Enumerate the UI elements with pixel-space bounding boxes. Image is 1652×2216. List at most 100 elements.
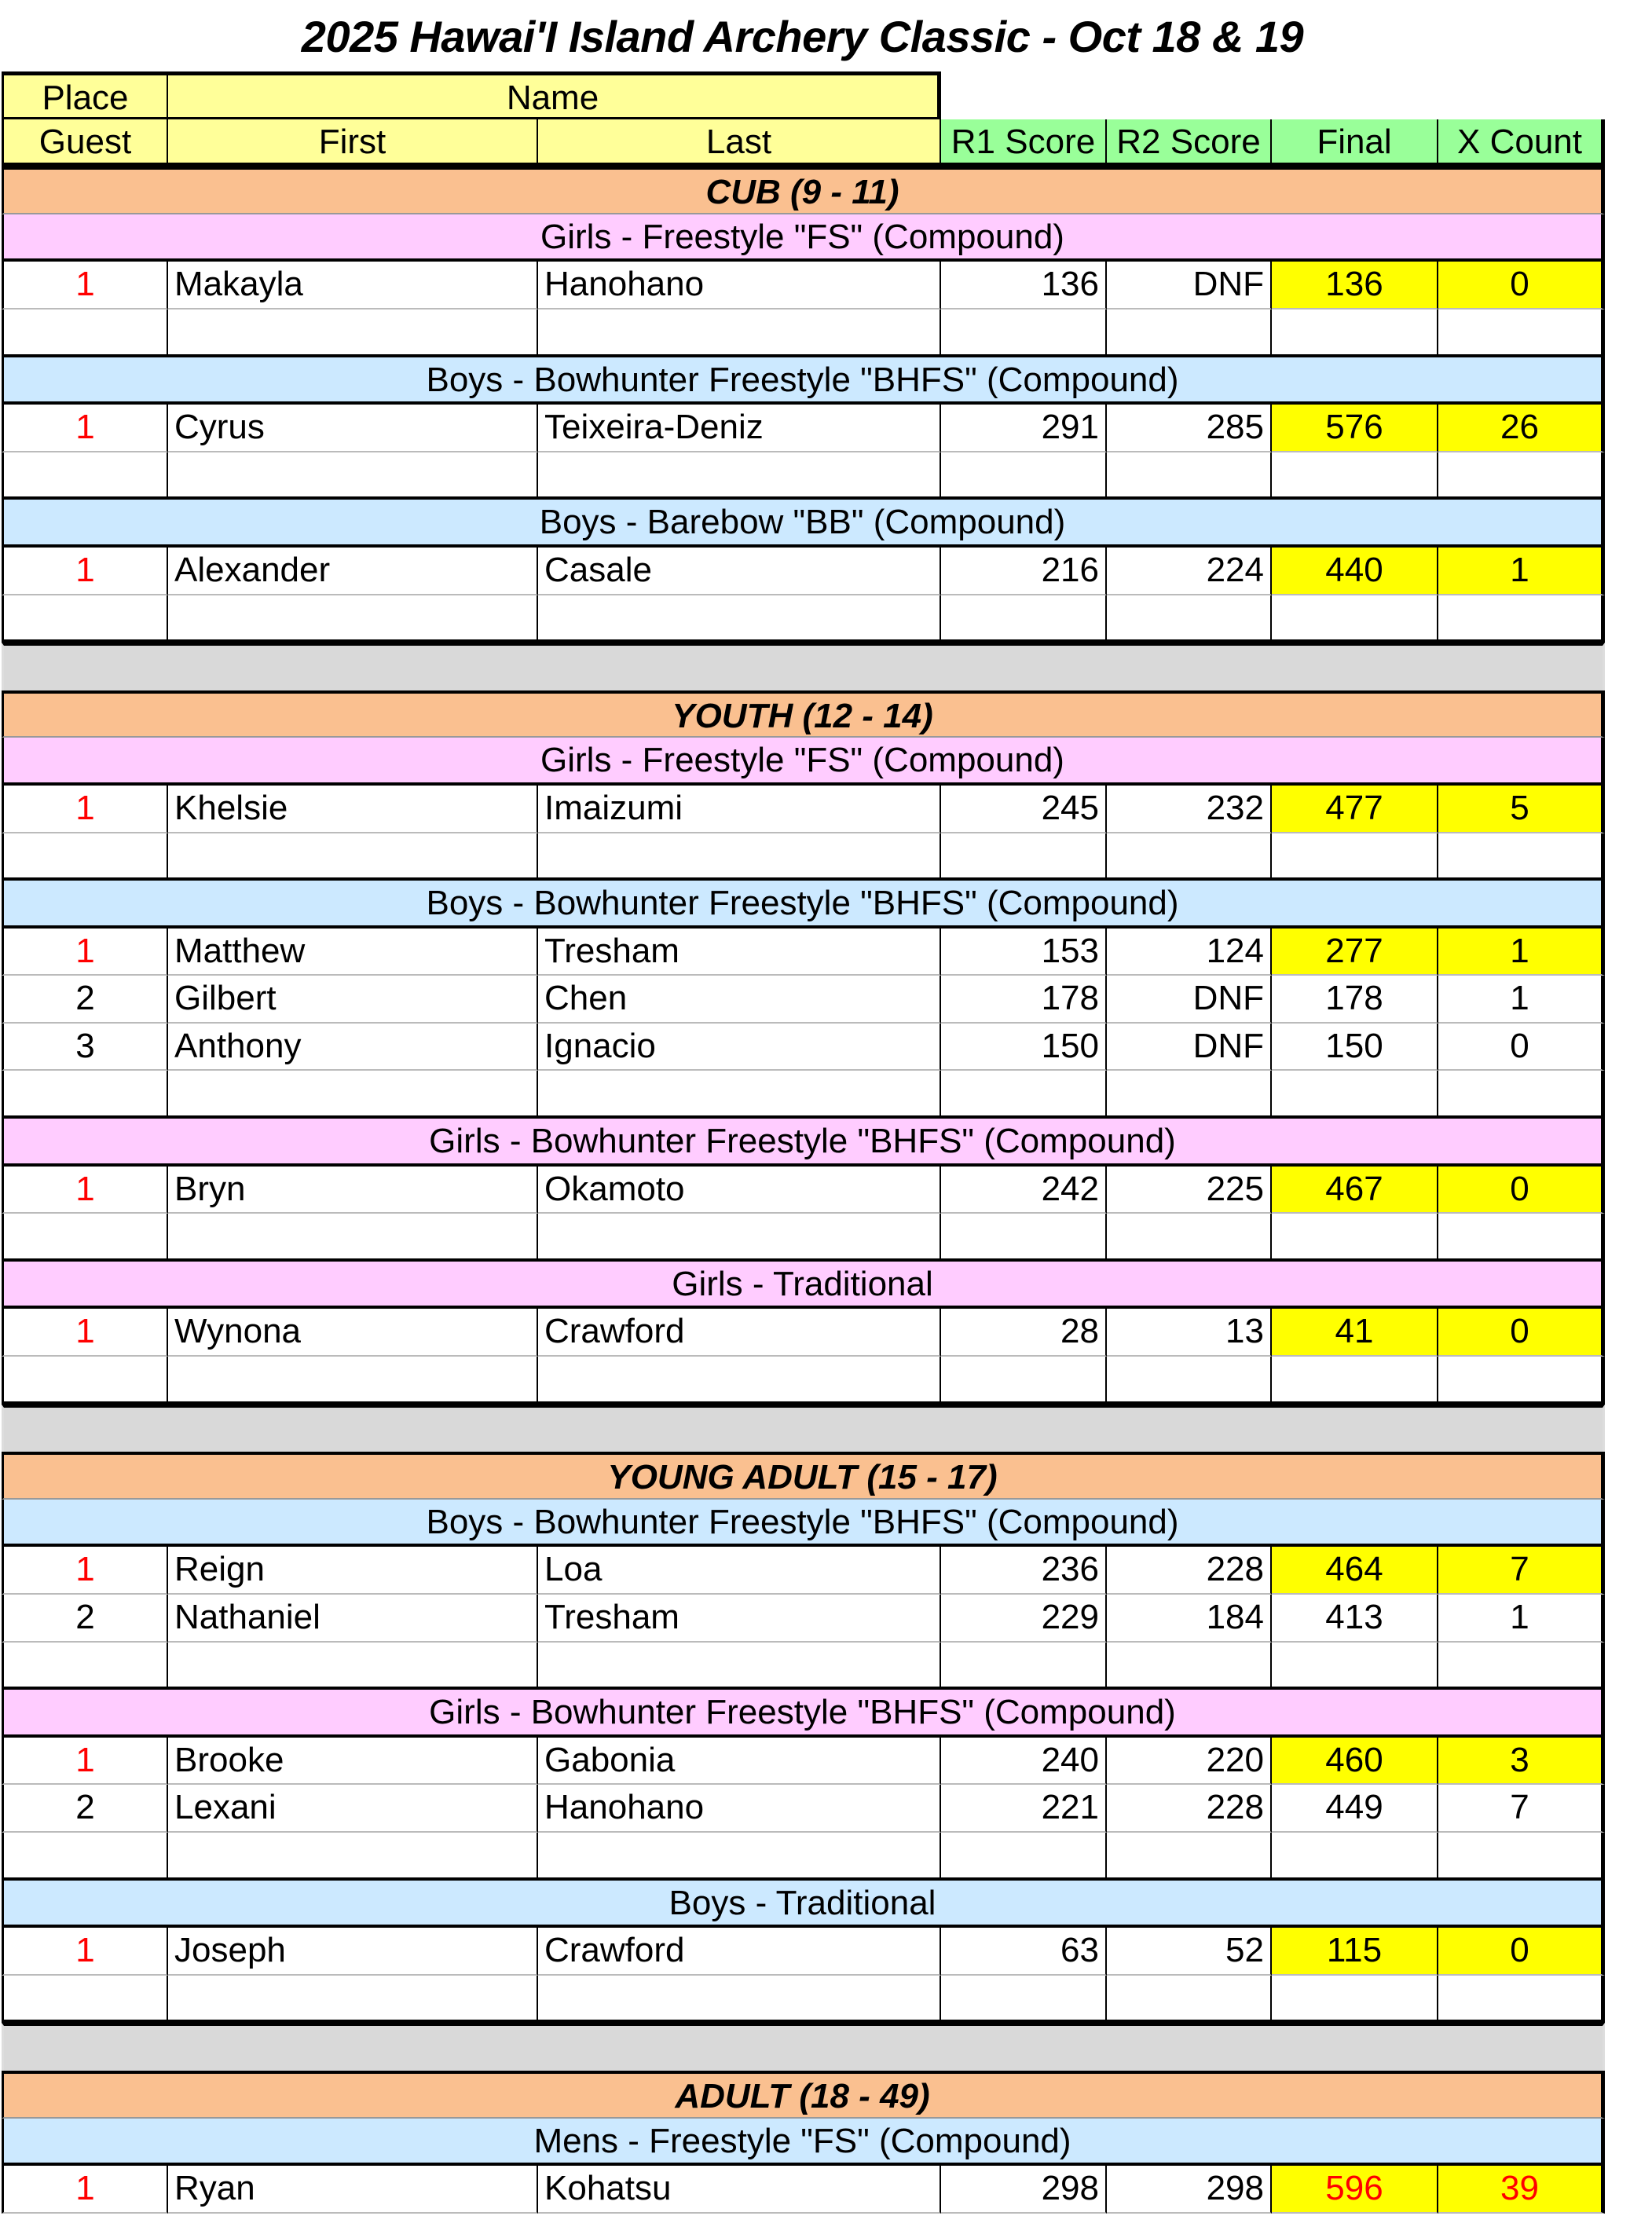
table-row-empty — [2, 309, 1605, 357]
place-cell: 1 — [2, 405, 168, 452]
place-cell — [2, 309, 168, 357]
final-score-cell: 277 — [1272, 928, 1438, 976]
division-header: Boys - Bowhunter Freestyle "BHFS" (Compo… — [2, 357, 1605, 405]
final-score-cell: 596 — [1272, 2166, 1438, 2214]
table-row: 2 Nathaniel Tresham 229 184 413 1 — [2, 1595, 1605, 1643]
x-count-cell: 26 — [1438, 405, 1605, 452]
place-cell: 1 — [2, 1309, 168, 1357]
table-row: 1 Wynona Crawford 28 13 41 0 — [2, 1309, 1605, 1357]
place-cell: 3 — [2, 1023, 168, 1071]
final-score-cell: 115 — [1272, 1928, 1438, 1976]
r1-score-cell: 178 — [941, 976, 1107, 1024]
final-score-cell: 413 — [1272, 1595, 1438, 1643]
last-name-cell: Ignacio — [538, 1023, 941, 1071]
r1-score-cell — [941, 1642, 1107, 1690]
last-name-cell: Gabonia — [538, 1737, 941, 1786]
final-score-cell: 136 — [1272, 262, 1438, 310]
header-last: Last — [538, 119, 941, 167]
division-header: Mens - Freestyle "FS" (Compound) — [2, 2118, 1605, 2167]
r2-score-cell: 184 — [1107, 1595, 1272, 1643]
final-score-cell: 41 — [1272, 1309, 1438, 1357]
table-row-empty — [2, 452, 1605, 500]
table-row: 1 Reign Loa 236 228 464 7 — [2, 1547, 1605, 1595]
place-cell: 1 — [2, 1737, 168, 1786]
place-cell — [2, 1357, 168, 1405]
table-row: 2 Lexani Hanohano 221 228 449 7 — [2, 1785, 1605, 1833]
x-count-cell — [1438, 1214, 1605, 1262]
last-name-cell: Okamoto — [538, 1166, 941, 1214]
final-score-cell — [1272, 1975, 1438, 2024]
x-count-cell: 0 — [1438, 1166, 1605, 1214]
r1-score-cell: 229 — [941, 1595, 1107, 1643]
header-r2-score: R2 Score — [1107, 119, 1272, 167]
first-name-cell — [168, 1642, 538, 1690]
final-score-cell — [1272, 309, 1438, 357]
final-score-cell — [1272, 595, 1438, 643]
x-count-cell: 39 — [1438, 2166, 1605, 2214]
r2-score-cell — [1107, 452, 1272, 500]
page-title: 2025 Hawai'I Island Archery Classic - Oc… — [301, 12, 1304, 61]
first-name-cell — [168, 452, 538, 500]
final-score-cell — [1272, 1832, 1438, 1881]
r1-score-cell: 242 — [941, 1166, 1107, 1214]
r1-score-cell: 298 — [941, 2166, 1107, 2214]
last-name-cell: Chen — [538, 976, 941, 1024]
place-cell: 2 — [2, 1785, 168, 1833]
first-name-cell: Khelsie — [168, 785, 538, 833]
table-row: 1 Ryan Kohatsu 298 298 596 39 — [2, 2166, 1605, 2214]
r1-score-cell: 245 — [941, 785, 1107, 833]
x-count-cell: 0 — [1438, 1928, 1605, 1976]
r1-score-cell — [941, 452, 1107, 500]
final-score-cell — [1272, 833, 1438, 881]
division-header: Girls - Freestyle "FS" (Compound) — [2, 214, 1605, 262]
first-name-cell: Bryn — [168, 1166, 538, 1214]
r2-score-cell: 232 — [1107, 785, 1272, 833]
header-first: First — [168, 119, 538, 167]
table-row: 1 Matthew Tresham 153 124 277 1 — [2, 928, 1605, 976]
x-count-cell — [1438, 595, 1605, 643]
x-count-cell — [1438, 1642, 1605, 1690]
final-score-cell — [1272, 1214, 1438, 1262]
r2-score-cell — [1107, 1357, 1272, 1405]
last-name-cell: Hanohano — [538, 1785, 941, 1833]
first-name-cell: Brooke — [168, 1737, 538, 1786]
r1-score-cell: 240 — [941, 1737, 1107, 1786]
place-cell: 2 — [2, 1595, 168, 1643]
table-row-empty — [2, 1214, 1605, 1262]
spacer-row — [2, 1404, 1605, 1452]
place-cell — [2, 1975, 168, 2024]
division-header: Boys - Bowhunter Freestyle "BHFS" (Compo… — [2, 1499, 1605, 1548]
category-header: YOUTH (12 - 14) — [2, 690, 1605, 738]
first-name-cell: Wynona — [168, 1309, 538, 1357]
last-name-cell: Tresham — [538, 928, 941, 976]
category-header: ADULT (18 - 49) — [2, 2070, 1605, 2119]
place-cell: 1 — [2, 547, 168, 595]
r1-score-cell — [941, 833, 1107, 881]
spacer-row — [2, 643, 1605, 690]
last-name-cell: Crawford — [538, 1309, 941, 1357]
table-row: 1 Alexander Casale 216 224 440 1 — [2, 547, 1605, 595]
last-name-cell — [538, 1214, 941, 1262]
x-count-cell — [1438, 1357, 1605, 1405]
last-name-cell — [538, 1975, 941, 2024]
r1-score-cell — [941, 1832, 1107, 1881]
r1-score-cell: 236 — [941, 1547, 1107, 1595]
table-row-empty — [2, 1071, 1605, 1119]
table-row: 1 Khelsie Imaizumi 245 232 477 5 — [2, 785, 1605, 833]
place-cell: 1 — [2, 2166, 168, 2214]
r1-score-cell — [941, 595, 1107, 643]
place-cell: 1 — [2, 785, 168, 833]
r1-score-cell — [941, 1357, 1107, 1405]
place-cell — [2, 1214, 168, 1262]
final-score-cell: 467 — [1272, 1166, 1438, 1214]
r2-score-cell: 13 — [1107, 1309, 1272, 1357]
r2-score-cell: 225 — [1107, 1166, 1272, 1214]
division-header: Girls - Bowhunter Freestyle "BHFS" (Comp… — [2, 1690, 1605, 1738]
first-name-cell — [168, 1071, 538, 1119]
header-guest: Guest — [2, 119, 168, 167]
last-name-cell: Teixeira-Deniz — [538, 405, 941, 452]
table-row-empty — [2, 1975, 1605, 2024]
r2-score-cell: 220 — [1107, 1737, 1272, 1786]
results-sheet: Place Name Guest First Last R1 Score R2 … — [2, 71, 1605, 2214]
x-count-cell: 0 — [1438, 1309, 1605, 1357]
